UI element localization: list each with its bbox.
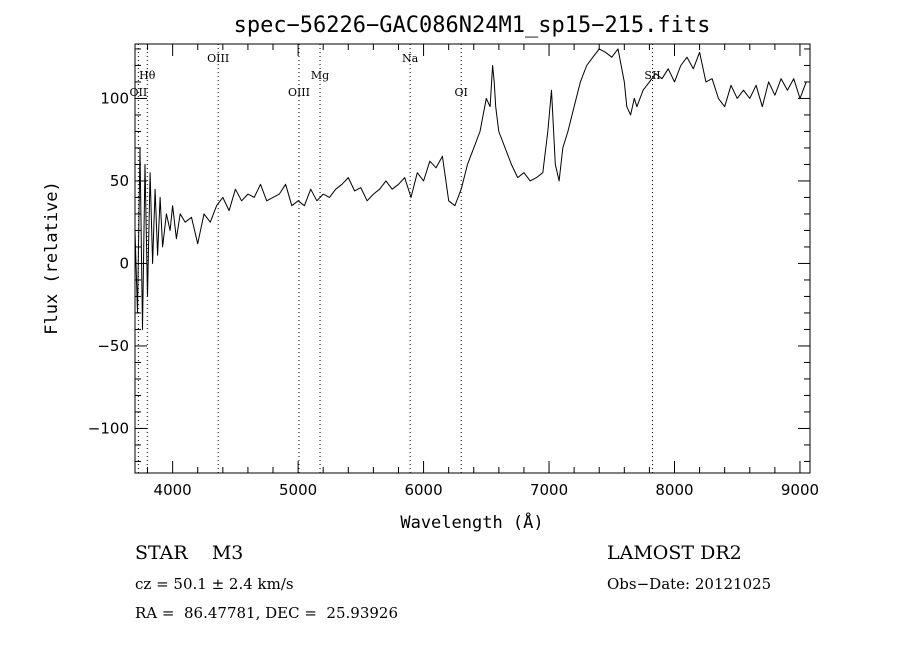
y-tick-label: 50 bbox=[110, 172, 129, 190]
axis-tick-labels: 4000 5000 6000 7000 8000 9000 −100 −50 0 50 100 bbox=[88, 89, 819, 499]
x-tick-label: 4000 bbox=[154, 481, 192, 499]
x-tick-label: 8000 bbox=[655, 481, 693, 499]
axis-ticks bbox=[135, 44, 810, 473]
spectral-line-label: Hθ bbox=[139, 69, 156, 82]
spectrum-line bbox=[135, 48, 807, 330]
x-axis-label: Wavelength (Å) bbox=[400, 511, 543, 533]
spectral-line-label: Na bbox=[402, 52, 419, 65]
coordinates: RA = 86.47781, DEC = 25.93926 bbox=[135, 604, 399, 622]
spectral-line-markers bbox=[137, 44, 654, 473]
x-tick-label: 9000 bbox=[781, 481, 819, 499]
y-tick-label: 0 bbox=[119, 254, 129, 272]
observation-date: Obs−Date: 20121025 bbox=[607, 575, 772, 593]
spectral-line-label: OIII bbox=[288, 86, 310, 99]
object-type: STAR M3 bbox=[135, 542, 244, 564]
x-tick-label: 6000 bbox=[404, 481, 442, 499]
spectral-line-label: OI bbox=[455, 86, 468, 99]
y-tick-label: −50 bbox=[97, 337, 129, 355]
spectrum-series bbox=[135, 48, 807, 330]
y-tick-label: 100 bbox=[100, 89, 129, 107]
spectral-line-label: Mg bbox=[311, 69, 329, 82]
spectral-line-label: SII bbox=[644, 69, 660, 82]
y-tick-label: −100 bbox=[88, 419, 129, 437]
spectral-line-label: OIII bbox=[207, 52, 229, 65]
spectral-line-label: OII bbox=[130, 86, 148, 99]
plot-frame bbox=[134, 43, 811, 474]
x-tick-label: 7000 bbox=[530, 481, 568, 499]
survey-name: LAMOST DR2 bbox=[607, 542, 742, 564]
x-tick-label: 5000 bbox=[279, 481, 317, 499]
chart-title: spec−56226−GAC086N24M1_sp15−215.fits bbox=[234, 13, 711, 38]
y-axis-label: Flux (relative) bbox=[42, 181, 62, 335]
velocity: cz = 50.1 ± 2.4 km/s bbox=[135, 575, 294, 593]
